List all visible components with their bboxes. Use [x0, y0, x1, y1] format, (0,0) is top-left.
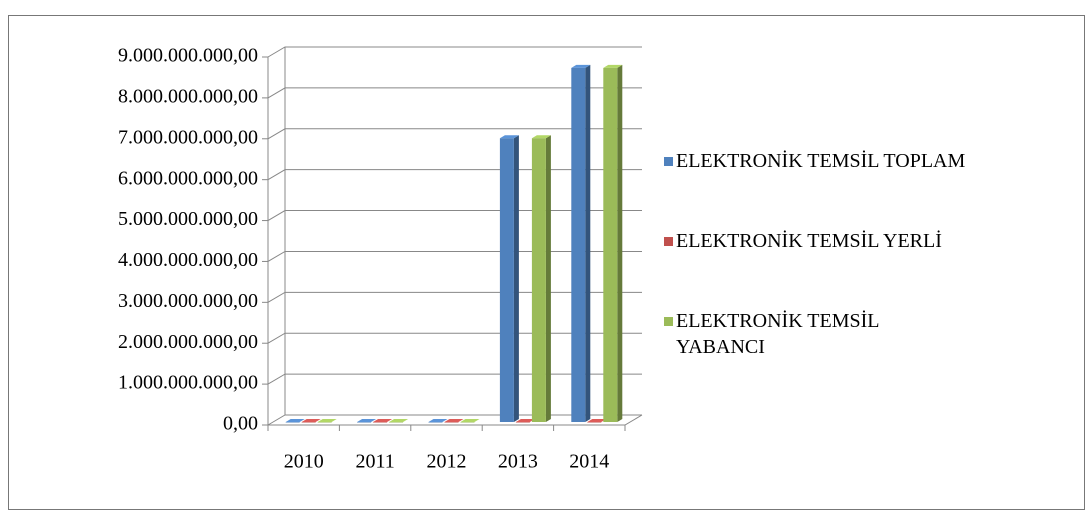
- y-tick-label: 6.000.000.000,00: [118, 167, 258, 189]
- bar-front: [317, 422, 332, 423]
- bar-top: [499, 135, 519, 139]
- y-tick-label: 4.000.000.000,00: [118, 249, 258, 271]
- bar-top: [317, 419, 337, 422]
- y-tick-label: 0,00: [223, 413, 258, 435]
- bar: [603, 64, 623, 422]
- bar: [389, 419, 409, 423]
- grid-line: [267, 291, 642, 303]
- x-tick-label: 2013: [498, 451, 538, 473]
- legend-swatch: [664, 317, 673, 326]
- bar-front: [603, 67, 618, 422]
- legend-swatch: [664, 237, 673, 246]
- bar-top: [428, 419, 448, 422]
- bar-side: [585, 64, 591, 422]
- x-tick-label: 2014: [569, 451, 609, 473]
- bar-front: [571, 67, 586, 422]
- bar-front: [357, 422, 372, 423]
- bar: [357, 419, 377, 423]
- bar-side: [545, 135, 551, 422]
- bar-front: [460, 422, 475, 423]
- bar-top: [571, 64, 591, 68]
- bar: [460, 419, 480, 423]
- bar-front: [428, 422, 443, 423]
- bar-top: [587, 419, 607, 422]
- legend-label: ELEKTRONİK TEMSİL YERLİ: [676, 230, 942, 252]
- bar: [285, 419, 305, 423]
- bar-top: [603, 64, 623, 68]
- x-tick-label: 2011: [355, 451, 394, 473]
- bar: [515, 419, 535, 423]
- bar-top: [285, 419, 305, 422]
- y-tick-label: 8.000.000.000,00: [118, 85, 258, 107]
- legend-item: ELEKTRONİK TEMSİL YABANCI: [664, 308, 916, 360]
- bar-front: [587, 422, 602, 423]
- legend-swatch: [664, 157, 673, 166]
- legend-item: ELEKTRONİK TEMSİL YERLİ: [664, 228, 1092, 254]
- legend-label: ELEKTRONİK TEMSİL TOPLAM: [676, 150, 966, 172]
- y-tick-label: 9.000.000.000,00: [118, 45, 258, 67]
- grid-line: [267, 46, 642, 58]
- y-tick-label: 5.000.000.000,00: [118, 208, 258, 230]
- bar-top: [301, 419, 321, 422]
- bar: [531, 135, 551, 422]
- y-tick-label: 3.000.000.000,00: [118, 290, 258, 312]
- y-tick-label: 2.000.000.000,00: [118, 331, 258, 353]
- bar-side: [617, 64, 623, 422]
- bar: [373, 419, 393, 423]
- x-tick-label: 2010: [284, 451, 324, 473]
- bar: [428, 419, 448, 423]
- grid-line: [267, 373, 642, 385]
- bar-side: [513, 135, 519, 422]
- bar-front: [499, 138, 514, 422]
- bar-top: [389, 419, 409, 422]
- bar-front: [373, 422, 388, 423]
- grid-line: [267, 250, 642, 262]
- bar-front: [389, 422, 404, 423]
- y-tick-label: 1.000.000.000,00: [118, 372, 258, 394]
- legend-item: ELEKTRONİK TEMSİL TOPLAM: [664, 148, 1092, 174]
- bar-top: [531, 135, 551, 139]
- bar-top: [357, 419, 377, 422]
- bar-top: [373, 419, 393, 422]
- bar-front: [301, 422, 316, 423]
- grid-line: [267, 210, 642, 221]
- bar-front: [531, 138, 546, 422]
- grid-line: [267, 169, 642, 181]
- grid-line: [267, 414, 642, 426]
- bar: [587, 419, 607, 423]
- grid-line: [267, 332, 642, 344]
- bar-top: [515, 419, 535, 422]
- bar: [499, 135, 519, 422]
- y-tick-label: 7.000.000.000,00: [118, 126, 258, 148]
- bar-front: [444, 422, 459, 423]
- bar: [444, 419, 464, 423]
- grid-line: [267, 128, 642, 140]
- bar-front: [285, 422, 300, 423]
- legend-label: ELEKTRONİK TEMSİL YABANCI: [676, 310, 879, 358]
- bar: [317, 419, 337, 423]
- grid-line: [267, 87, 642, 99]
- bar-top: [444, 419, 464, 422]
- bar-top: [460, 419, 480, 422]
- bar: [301, 419, 321, 423]
- x-tick-label: 2012: [427, 451, 467, 473]
- bar: [571, 64, 591, 422]
- bar-front: [515, 422, 530, 423]
